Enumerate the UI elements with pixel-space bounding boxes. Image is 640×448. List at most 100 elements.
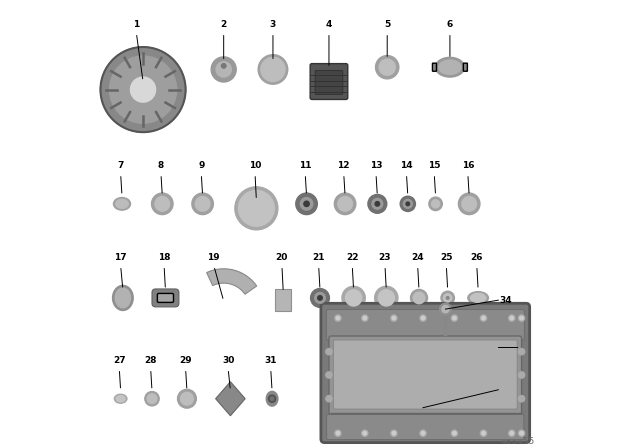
FancyBboxPatch shape bbox=[326, 414, 524, 439]
FancyBboxPatch shape bbox=[157, 293, 173, 302]
Circle shape bbox=[336, 431, 340, 435]
Circle shape bbox=[317, 296, 323, 300]
Polygon shape bbox=[207, 269, 257, 294]
Text: 18: 18 bbox=[158, 253, 170, 262]
Text: 21: 21 bbox=[312, 253, 325, 262]
Circle shape bbox=[379, 59, 396, 75]
Ellipse shape bbox=[113, 198, 131, 210]
Text: 3: 3 bbox=[270, 20, 276, 29]
Circle shape bbox=[481, 315, 486, 321]
FancyBboxPatch shape bbox=[329, 336, 522, 414]
Text: 15: 15 bbox=[428, 161, 440, 170]
Text: 13: 13 bbox=[370, 161, 382, 170]
Text: 11: 11 bbox=[299, 161, 312, 170]
Text: 2: 2 bbox=[221, 20, 227, 29]
FancyBboxPatch shape bbox=[333, 340, 517, 409]
Circle shape bbox=[429, 197, 442, 211]
Circle shape bbox=[374, 286, 398, 310]
Circle shape bbox=[235, 187, 278, 230]
Circle shape bbox=[192, 193, 213, 215]
Text: 483455: 483455 bbox=[500, 437, 535, 446]
Circle shape bbox=[269, 395, 276, 402]
Text: 24: 24 bbox=[412, 253, 424, 262]
Circle shape bbox=[100, 47, 186, 132]
Circle shape bbox=[270, 397, 274, 401]
FancyBboxPatch shape bbox=[321, 303, 530, 443]
Text: 4: 4 bbox=[326, 20, 332, 29]
Text: 29: 29 bbox=[179, 356, 192, 365]
Circle shape bbox=[421, 431, 425, 435]
Circle shape bbox=[482, 431, 485, 435]
Circle shape bbox=[362, 315, 368, 321]
Circle shape bbox=[446, 297, 449, 299]
Circle shape bbox=[147, 394, 157, 404]
Circle shape bbox=[239, 190, 275, 226]
Text: 7: 7 bbox=[118, 161, 124, 170]
Circle shape bbox=[211, 57, 236, 82]
Circle shape bbox=[310, 289, 330, 307]
Circle shape bbox=[131, 77, 156, 102]
Circle shape bbox=[155, 197, 170, 211]
FancyBboxPatch shape bbox=[152, 289, 179, 307]
Circle shape bbox=[338, 197, 353, 211]
Text: 28: 28 bbox=[145, 356, 157, 365]
Ellipse shape bbox=[115, 394, 127, 403]
Circle shape bbox=[410, 289, 428, 306]
Circle shape bbox=[510, 431, 513, 435]
Circle shape bbox=[413, 292, 425, 304]
Text: 8: 8 bbox=[158, 161, 164, 170]
Ellipse shape bbox=[115, 288, 131, 308]
Circle shape bbox=[458, 193, 480, 215]
Circle shape bbox=[451, 315, 458, 321]
Circle shape bbox=[335, 315, 341, 321]
Circle shape bbox=[518, 349, 525, 355]
Circle shape bbox=[510, 316, 513, 320]
FancyBboxPatch shape bbox=[315, 70, 343, 95]
Circle shape bbox=[509, 315, 515, 321]
Circle shape bbox=[420, 430, 426, 436]
Circle shape bbox=[362, 430, 368, 436]
Circle shape bbox=[216, 62, 231, 77]
Text: 34: 34 bbox=[499, 296, 512, 305]
Circle shape bbox=[368, 194, 387, 213]
Circle shape bbox=[520, 431, 524, 435]
Circle shape bbox=[109, 56, 177, 123]
Text: 19: 19 bbox=[207, 253, 220, 262]
Text: 12: 12 bbox=[337, 161, 350, 170]
Ellipse shape bbox=[439, 60, 461, 74]
Circle shape bbox=[335, 430, 341, 436]
Circle shape bbox=[406, 202, 410, 206]
Circle shape bbox=[180, 392, 193, 405]
FancyBboxPatch shape bbox=[463, 63, 467, 71]
Ellipse shape bbox=[435, 57, 465, 77]
Circle shape bbox=[334, 193, 356, 215]
Text: 31: 31 bbox=[264, 356, 277, 365]
Text: 23: 23 bbox=[379, 253, 391, 262]
Circle shape bbox=[326, 349, 332, 355]
Circle shape bbox=[440, 303, 451, 315]
Circle shape bbox=[392, 431, 396, 435]
Text: 22: 22 bbox=[346, 253, 358, 262]
FancyBboxPatch shape bbox=[326, 310, 524, 340]
Circle shape bbox=[444, 294, 452, 302]
Circle shape bbox=[363, 431, 367, 435]
Circle shape bbox=[518, 396, 525, 402]
Ellipse shape bbox=[113, 285, 133, 310]
Circle shape bbox=[342, 286, 365, 310]
Circle shape bbox=[336, 316, 340, 320]
Circle shape bbox=[509, 430, 515, 436]
Circle shape bbox=[482, 316, 485, 320]
Circle shape bbox=[392, 316, 396, 320]
Polygon shape bbox=[216, 382, 245, 416]
Bar bbox=[275, 289, 291, 311]
Circle shape bbox=[452, 431, 456, 435]
Circle shape bbox=[177, 389, 196, 408]
Text: 33: 33 bbox=[499, 343, 512, 352]
Ellipse shape bbox=[468, 292, 488, 304]
Circle shape bbox=[452, 316, 456, 320]
Circle shape bbox=[258, 55, 288, 84]
Text: 5: 5 bbox=[384, 20, 390, 29]
Ellipse shape bbox=[116, 396, 125, 402]
Circle shape bbox=[372, 198, 383, 209]
Circle shape bbox=[451, 430, 458, 436]
